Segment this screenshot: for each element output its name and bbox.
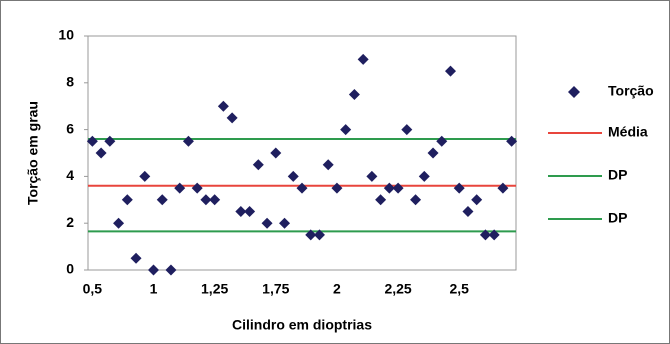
point: [348, 89, 360, 100]
x-axis-label: Cilindro em dioptrias: [232, 317, 372, 333]
point: [497, 182, 509, 194]
x-tick-label: 2,25: [384, 281, 411, 297]
point: [418, 170, 430, 182]
point: [453, 182, 465, 194]
point: [471, 194, 483, 206]
x-tick-label: 1,25: [201, 281, 228, 297]
point: [148, 264, 160, 276]
point: [322, 159, 334, 171]
legend-label: DP: [608, 167, 627, 183]
point: [313, 229, 325, 241]
point: [191, 182, 203, 194]
legend-label: Torção: [608, 83, 654, 99]
point: [261, 217, 273, 229]
point: [252, 159, 264, 171]
point: [375, 194, 387, 206]
point: [436, 135, 448, 147]
point: [279, 217, 291, 229]
point: [200, 194, 212, 206]
point: [383, 182, 395, 194]
point: [401, 124, 413, 136]
point: [331, 182, 343, 194]
x-tick-label: 1,75: [262, 281, 289, 297]
point: [340, 124, 352, 136]
x-tick-label: 1: [150, 281, 158, 297]
y-axis-label: Torção em grau: [25, 101, 41, 205]
point: [217, 100, 229, 112]
point: [296, 182, 308, 194]
point: [165, 264, 177, 276]
x-tick-label: 2,5: [449, 281, 469, 297]
point: [427, 147, 439, 159]
point: [479, 229, 491, 241]
point: [287, 170, 299, 182]
point: [113, 217, 125, 229]
y-tick-label: 10: [58, 27, 74, 43]
point: [130, 252, 142, 264]
y-tick-label: 6: [66, 120, 74, 136]
y-tick-label: 4: [66, 167, 74, 183]
y-tick-label: 2: [66, 214, 74, 230]
y-tick-label: 0: [66, 261, 74, 277]
point: [86, 135, 98, 147]
point: [235, 206, 247, 217]
point: [506, 135, 518, 147]
point: [226, 112, 238, 124]
point: [174, 182, 186, 194]
point: [156, 194, 168, 206]
point: [209, 194, 221, 206]
point: [121, 194, 133, 206]
legend-marker: [568, 86, 580, 98]
point: [95, 147, 107, 159]
point: [444, 65, 456, 77]
point: [366, 170, 378, 182]
point: [270, 147, 282, 159]
point: [392, 182, 404, 194]
point: [139, 170, 151, 182]
point: [462, 206, 474, 217]
point: [244, 206, 256, 217]
x-tick-label: 2: [333, 281, 341, 297]
point: [104, 135, 116, 147]
point: [305, 229, 317, 241]
point: [410, 194, 422, 206]
point: [488, 229, 500, 241]
legend-label: Média: [608, 124, 648, 140]
point: [182, 135, 194, 147]
point: [357, 53, 369, 65]
y-tick-label: 8: [66, 74, 74, 90]
legend-label: DP: [608, 210, 627, 226]
x-tick-label: 0,5: [83, 281, 103, 297]
